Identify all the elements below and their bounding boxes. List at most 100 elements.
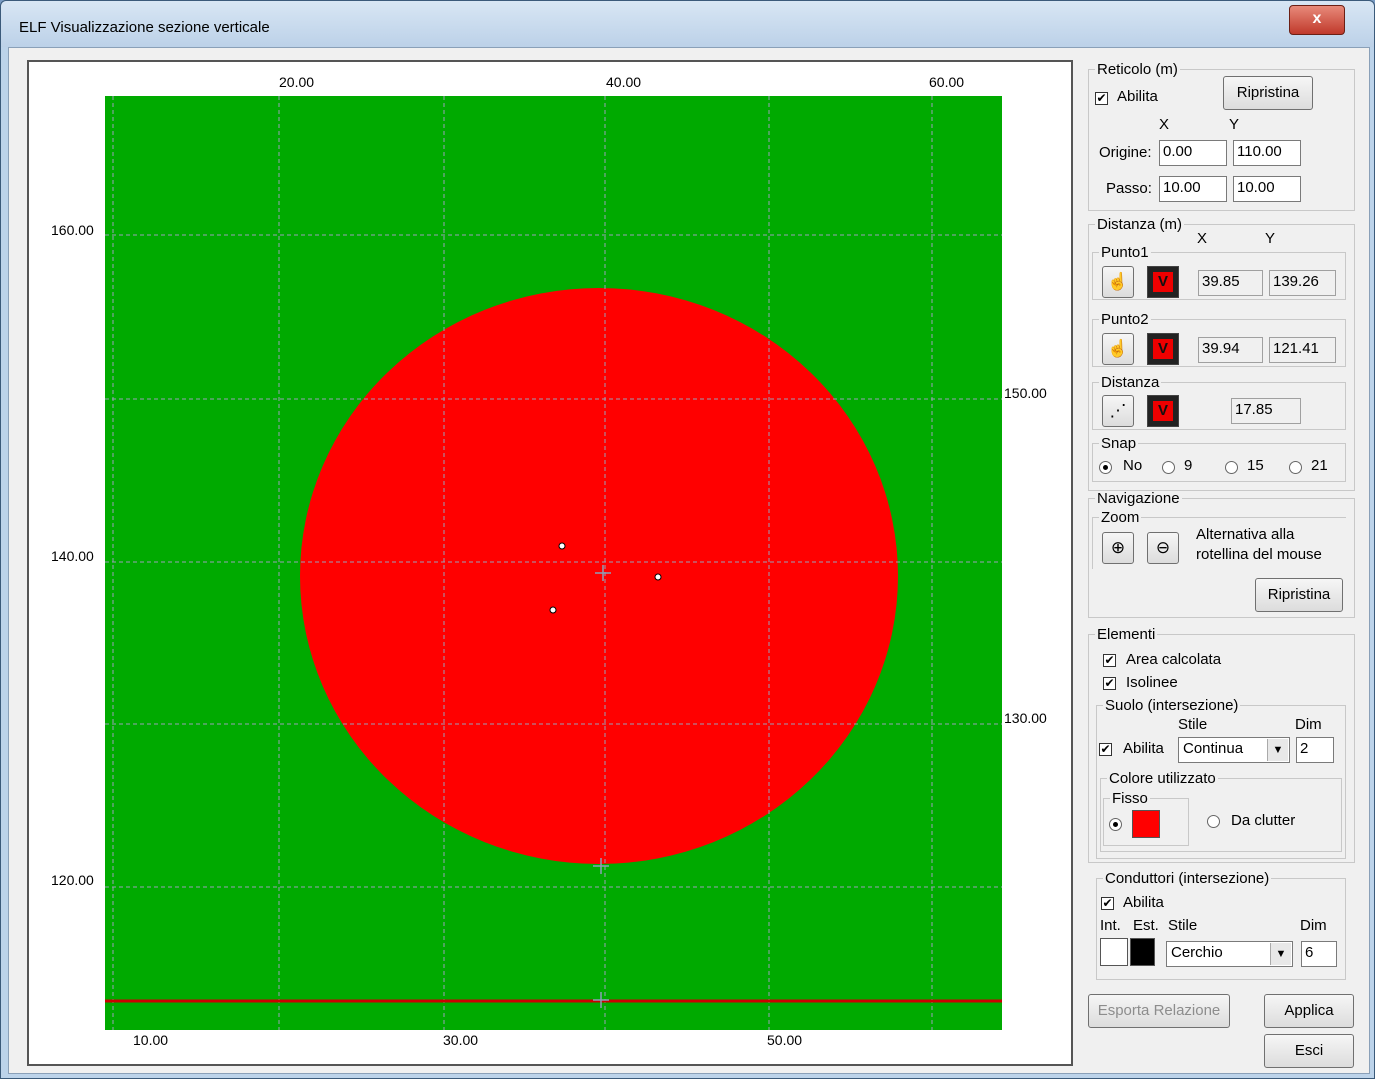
suolo-abilita-checkbox[interactable]: ✔ bbox=[1099, 742, 1112, 756]
punto1-y-field: 139.26 bbox=[1269, 270, 1336, 296]
section-plot[interactable] bbox=[29, 62, 1071, 1064]
distanza-value-legend: Distanza bbox=[1101, 374, 1160, 391]
origine-y-input[interactable]: 110.00 bbox=[1233, 140, 1301, 166]
passo-label: Passo: bbox=[1106, 180, 1152, 197]
conduttori-stile-header: Stile bbox=[1168, 917, 1198, 934]
navigazione-group: Navigazione bbox=[1088, 490, 1355, 618]
distance-dots-icon: ⋰ bbox=[1109, 401, 1127, 420]
snap-legend: Snap bbox=[1101, 435, 1137, 452]
x-bottom-tick: 10.00 bbox=[133, 1032, 169, 1048]
chevron-down-icon: ▼ bbox=[1270, 943, 1291, 965]
distanza-v-button[interactable]: V bbox=[1147, 395, 1179, 427]
origine-x-input[interactable]: 0.00 bbox=[1159, 140, 1227, 166]
punto2-x-field: 39.94 bbox=[1198, 337, 1263, 363]
area-calcolata-label[interactable]: Area calcolata bbox=[1126, 651, 1222, 668]
distanza-value-group: Distanza bbox=[1092, 374, 1346, 430]
punto1-v-button[interactable]: V bbox=[1147, 266, 1179, 298]
x-top-tick: 60.00 bbox=[929, 74, 965, 90]
punto2-y-field: 121.41 bbox=[1269, 337, 1336, 363]
punto2-v-button[interactable]: V bbox=[1147, 333, 1179, 365]
punto1-group: Punto1 bbox=[1092, 244, 1346, 300]
conductor-marker bbox=[549, 606, 557, 614]
navigazione-legend: Navigazione bbox=[1097, 490, 1180, 507]
colore-group: Colore utilizzato bbox=[1100, 770, 1342, 852]
grid bbox=[105, 96, 1002, 1030]
conduttori-int-color-swatch[interactable] bbox=[1100, 938, 1128, 966]
conduttori-abilita-checkbox[interactable]: ✔ bbox=[1101, 896, 1114, 910]
suolo-abilita-label[interactable]: Abilita bbox=[1123, 740, 1164, 757]
distanza-x-header: X bbox=[1197, 230, 1208, 247]
punto2-group: Punto2 bbox=[1092, 311, 1346, 367]
x-top-tick: 40.00 bbox=[606, 74, 642, 90]
zoom-out-button[interactable]: ⊖ bbox=[1147, 532, 1179, 564]
fisso-legend: Fisso bbox=[1112, 790, 1148, 807]
close-button[interactable]: x bbox=[1289, 5, 1345, 35]
snap-21-label[interactable]: 21 bbox=[1311, 457, 1328, 474]
punto1-pick-button[interactable]: ☝ bbox=[1102, 266, 1134, 298]
snap-15-label[interactable]: 15 bbox=[1247, 457, 1264, 474]
y-right-tick: 130.00 bbox=[1004, 710, 1047, 726]
distanza-legend: Distanza (m) bbox=[1097, 216, 1183, 233]
distanza-value-field: 17.85 bbox=[1231, 398, 1301, 424]
elementi-group: Elementi bbox=[1088, 626, 1355, 863]
conduttori-abilita-label[interactable]: Abilita bbox=[1123, 894, 1164, 911]
suolo-dim-header: Dim bbox=[1295, 716, 1322, 733]
passo-x-input[interactable]: 10.00 bbox=[1159, 176, 1227, 202]
zoom-hint-line2: rotellina del mouse bbox=[1196, 546, 1322, 563]
da-clutter-radio[interactable] bbox=[1207, 815, 1220, 828]
suolo-dim-input[interactable]: 2 bbox=[1296, 737, 1334, 763]
area-calcolata-checkbox[interactable]: ✔ bbox=[1103, 653, 1116, 667]
reticolo-y-header: Y bbox=[1229, 116, 1240, 133]
reticolo-group: Reticolo (m) bbox=[1088, 61, 1355, 211]
conductor-marker bbox=[654, 573, 662, 581]
snap-9-radio[interactable] bbox=[1162, 461, 1175, 474]
zoom-group: Zoom bbox=[1092, 509, 1346, 569]
reticolo-ripristina-button[interactable]: Ripristina bbox=[1223, 76, 1313, 110]
fisso-group: Fisso bbox=[1103, 790, 1189, 846]
esporta-relazione-button[interactable]: Esporta Relazione bbox=[1088, 994, 1230, 1028]
applica-button[interactable]: Applica bbox=[1264, 994, 1354, 1028]
conduttori-est-color-swatch[interactable] bbox=[1130, 938, 1155, 966]
conductor-marker bbox=[558, 542, 566, 550]
passo-y-input[interactable]: 10.00 bbox=[1233, 176, 1301, 202]
snap-9-label[interactable]: 9 bbox=[1184, 457, 1193, 474]
snap-21-radio[interactable] bbox=[1289, 461, 1302, 474]
distance-measure-button[interactable]: ⋰ bbox=[1102, 395, 1134, 427]
conduttori-stile-select[interactable]: Cerchio ▼ bbox=[1166, 941, 1293, 967]
y-right-tick: 150.00 bbox=[1004, 385, 1047, 401]
conduttori-legend: Conduttori (intersezione) bbox=[1105, 870, 1270, 887]
v-icon: V bbox=[1153, 272, 1173, 292]
snap-no-radio[interactable] bbox=[1099, 461, 1112, 474]
x-bottom-tick: 30.00 bbox=[443, 1032, 479, 1048]
chevron-down-icon: ▼ bbox=[1267, 739, 1288, 761]
zoom-in-button[interactable]: ⊕ bbox=[1102, 532, 1134, 564]
title-bar: ELF Visualizzazione sezione verticale x bbox=[1, 1, 1374, 47]
conduttori-dim-input[interactable]: 6 bbox=[1301, 941, 1337, 967]
colore-legend: Colore utilizzato bbox=[1109, 770, 1216, 787]
suolo-legend: Suolo (intersezione) bbox=[1105, 697, 1239, 714]
suolo-stile-header: Stile bbox=[1178, 716, 1208, 733]
conduttori-stile-value: Cerchio bbox=[1171, 944, 1223, 961]
snap-no-label[interactable]: No bbox=[1123, 457, 1143, 474]
punto2-pick-button[interactable]: ☝ bbox=[1102, 333, 1134, 365]
window-title: ELF Visualizzazione sezione verticale bbox=[19, 19, 270, 36]
isolinee-checkbox[interactable]: ✔ bbox=[1103, 676, 1116, 690]
fisso-color-swatch[interactable] bbox=[1132, 810, 1160, 838]
plot-frame[interactable]: 20.00 40.00 60.00 10.00 30.00 50.00 160.… bbox=[27, 60, 1073, 1066]
snap-15-radio[interactable] bbox=[1225, 461, 1238, 474]
fisso-radio[interactable] bbox=[1109, 818, 1122, 831]
da-clutter-label[interactable]: Da clutter bbox=[1231, 812, 1296, 829]
y-left-tick: 160.00 bbox=[51, 222, 94, 238]
distanza-y-header: Y bbox=[1265, 230, 1276, 247]
reticolo-x-header: X bbox=[1159, 116, 1170, 133]
isolinee-label[interactable]: Isolinee bbox=[1126, 674, 1178, 691]
esci-button[interactable]: Esci bbox=[1264, 1034, 1354, 1068]
reticolo-abilita-checkbox[interactable]: ✔ bbox=[1095, 91, 1108, 105]
calculated-area bbox=[300, 288, 898, 864]
conduttori-est-header: Est. bbox=[1133, 917, 1159, 934]
suolo-stile-select[interactable]: Continua ▼ bbox=[1178, 737, 1290, 763]
navigazione-ripristina-button[interactable]: Ripristina bbox=[1255, 578, 1343, 612]
v-icon: V bbox=[1153, 339, 1173, 359]
punto1-x-field: 39.85 bbox=[1198, 270, 1263, 296]
reticolo-abilita-label[interactable]: Abilita bbox=[1117, 88, 1158, 105]
